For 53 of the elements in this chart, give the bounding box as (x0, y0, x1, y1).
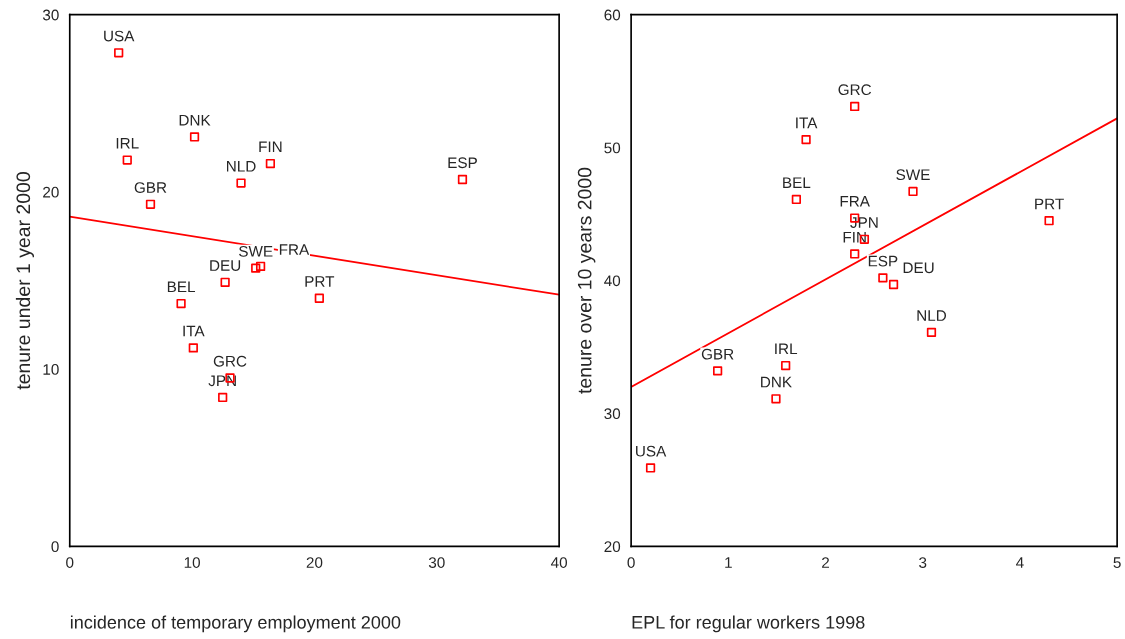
annotation: DNK (761, 376, 792, 388)
annotation: GRC (213, 355, 247, 367)
annotation: USA (104, 30, 135, 42)
y-tick-label: 50 (604, 142, 621, 154)
y-tick-label: 20 (604, 541, 621, 553)
annotation: ESP (448, 157, 477, 169)
x-axis-title: EPL for regular workers 1998 (632, 615, 865, 633)
x-tick-label: 1 (725, 557, 732, 568)
annotation: USA (636, 445, 667, 457)
annotation: IRL (116, 138, 139, 149)
annotation: SWE (896, 169, 930, 181)
annotation: GRC (838, 84, 872, 96)
annotation: PRT (1035, 198, 1064, 210)
annotation: BEL (783, 177, 811, 188)
y-tick-label: 10 (43, 364, 59, 375)
x-tick-label: 0 (66, 557, 74, 568)
annotation: JPN (850, 217, 878, 228)
annotation: DEU (903, 262, 934, 274)
annotation: ESP (868, 255, 898, 267)
annotation: FIN (259, 141, 282, 153)
x-tick-label: 2 (822, 557, 830, 568)
annotation: GBR (134, 182, 167, 193)
annotation: FRA (840, 196, 870, 207)
y-tick-label: 60 (604, 9, 621, 21)
annotation: NLD (227, 161, 256, 172)
annotation: PRT (305, 276, 335, 287)
y-tick-label: 0 (51, 541, 59, 553)
x-tick-label: 10 (184, 557, 200, 568)
y-tick-label: 40 (604, 275, 621, 287)
annotation: BEL (167, 281, 196, 293)
annotation: DNK (179, 114, 211, 126)
y-axis-title: tenure under 1 year 2000 (15, 172, 35, 390)
x-tick-label: 20 (306, 557, 323, 568)
x-tick-label: 30 (428, 557, 445, 568)
annotation: JPN (208, 375, 236, 387)
x-tick-label: 0 (627, 557, 635, 568)
y-tick-label: 20 (43, 186, 59, 198)
annotation: ITA (796, 117, 818, 129)
annotation: NLD (917, 310, 947, 321)
annotation: ITA (183, 325, 205, 337)
x-tick-label: 40 (550, 557, 568, 568)
annotation: FRA (279, 244, 310, 255)
x-tick-label: 4 (1016, 557, 1024, 568)
annotation: GBR (701, 348, 734, 360)
y-tick-label: 30 (42, 9, 59, 21)
annotation: IRL (775, 343, 798, 355)
y-tick-label: 30 (604, 408, 621, 420)
annotation: DEU (210, 260, 241, 271)
x-tick-label: 5 (1113, 557, 1121, 568)
annotation: SWE (239, 245, 273, 257)
x-axis-title: incidence of temporary employment 2000 (70, 615, 401, 633)
x-tick-label: 3 (919, 557, 927, 568)
y-axis-title: tenure over 10 years 2000 (577, 167, 596, 394)
